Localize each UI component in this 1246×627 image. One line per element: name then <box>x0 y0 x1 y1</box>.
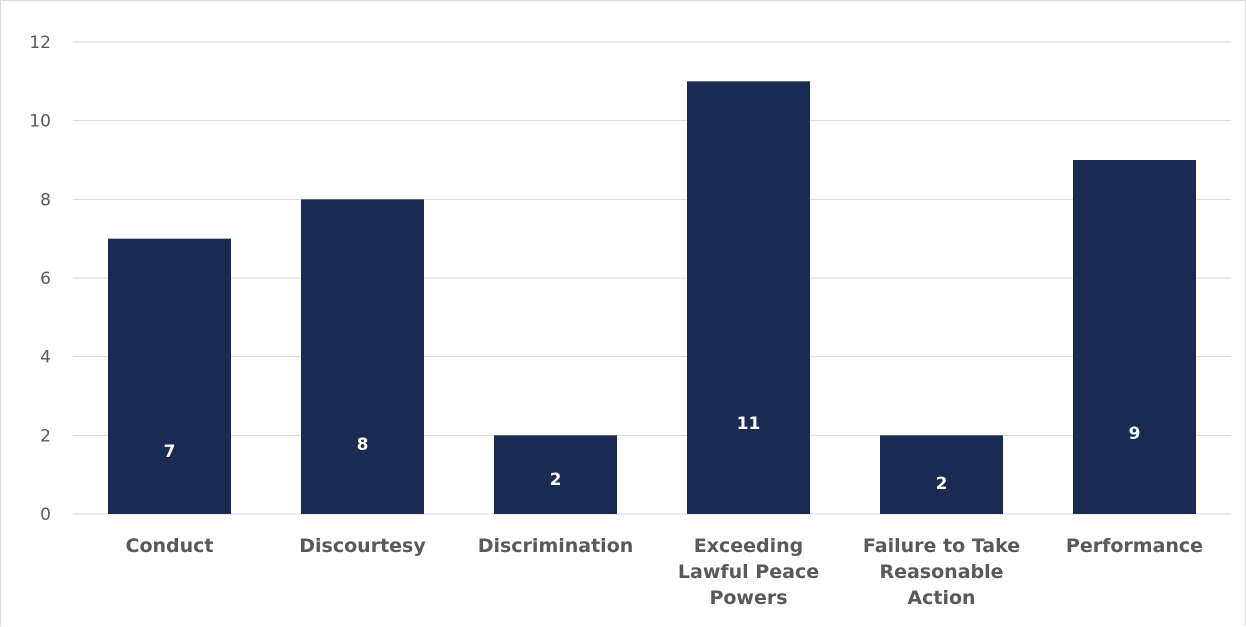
x-tick-label-line: Powers <box>709 587 787 609</box>
x-tick-label: Failure to Take Reasonable Action <box>863 535 1020 609</box>
x-tick-label-line: Reasonable <box>879 561 1003 583</box>
x-tick-label-line: Performance <box>1066 535 1203 557</box>
y-tick-label: 4 <box>40 348 51 368</box>
bar <box>494 435 617 514</box>
data-label: 8 <box>357 435 369 455</box>
bar <box>1073 160 1196 514</box>
x-tick-label-line: Action <box>907 587 975 609</box>
gridlines <box>73 41 1231 515</box>
data-label: 2 <box>550 470 562 490</box>
y-tick-label: 12 <box>29 33 51 53</box>
x-tick-label: Exceeding Lawful Peace Powers <box>678 535 819 609</box>
data-label: 2 <box>936 474 948 494</box>
data-label: 11 <box>737 414 761 434</box>
bar <box>108 238 231 514</box>
bar <box>880 435 1003 514</box>
y-tick-label: 10 <box>29 112 51 132</box>
y-tick-label: 8 <box>40 190 51 210</box>
x-tick-label: Discrimination <box>478 535 634 557</box>
bar <box>687 81 810 514</box>
x-tick-label-line: Conduct <box>126 535 214 557</box>
x-axis-labels: Conduct Discourtesy Discrimination Exceedin… <box>126 535 1204 609</box>
data-label: 7 <box>164 442 176 462</box>
y-tick-label: 0 <box>40 505 51 525</box>
data-labels: 7 8 2 11 2 9 <box>164 414 1141 494</box>
data-label: 9 <box>1129 424 1141 444</box>
y-axis-ticks: 0 2 4 6 8 10 12 <box>29 33 51 525</box>
x-tick-label-line: Discrimination <box>478 535 634 557</box>
x-tick-label: Conduct <box>126 535 214 557</box>
y-tick-label: 6 <box>40 269 51 289</box>
x-tick-label-line: Lawful Peace <box>678 561 819 583</box>
x-tick-label: Performance <box>1066 535 1203 557</box>
x-tick-label-line: Exceeding <box>694 535 804 557</box>
y-tick-label: 2 <box>40 426 51 446</box>
x-tick-label: Discourtesy <box>299 535 426 557</box>
bar <box>301 199 424 515</box>
x-tick-label-line: Failure to Take <box>863 535 1020 557</box>
x-tick-label-line: Discourtesy <box>299 535 426 557</box>
bars <box>108 81 1196 515</box>
